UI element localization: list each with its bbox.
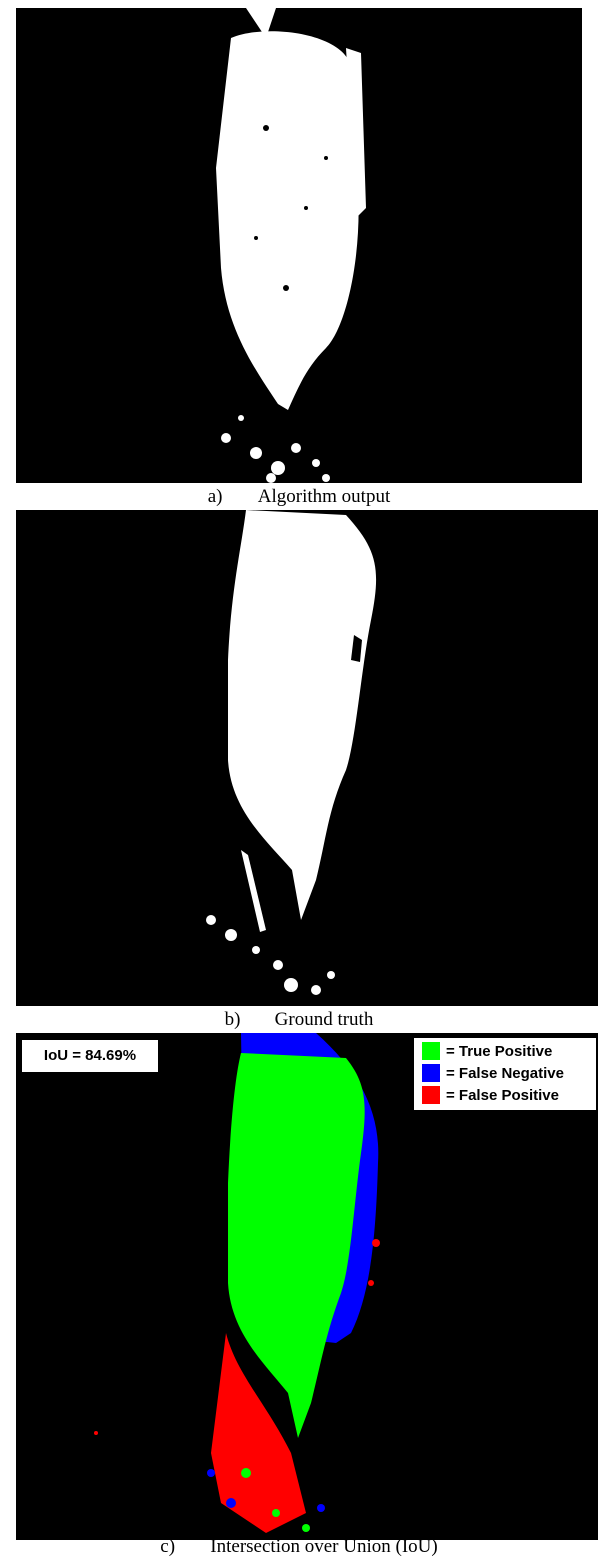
page: a)Algorithm output b)Ground truth IoU = … [0,0,598,1559]
panel-label: b) [225,1009,275,1031]
legend-text: = False Negative [446,1065,564,1082]
caption-text: Ground truth [275,1009,374,1030]
panel-label: a) [208,486,258,508]
legend-swatch [422,1042,440,1060]
legend-swatch [422,1064,440,1082]
algorithm-output-image [16,8,582,483]
panel-label: c) [160,1536,210,1558]
legend-entry: = False Positive [422,1084,596,1106]
caption-text: Intersection over Union (IoU) [210,1536,437,1557]
ground-truth-image [16,510,598,1006]
caption: b)Ground truth [0,1009,598,1031]
legend-entry: = False Negative [422,1062,596,1084]
legend-text: = True Positive [446,1043,552,1060]
iou-annotation: IoU = 84.69% [22,1040,158,1072]
legend-swatch [422,1086,440,1104]
legend-entry: = True Positive [422,1040,596,1062]
legend: = True Positive = False Negative = False… [414,1038,596,1110]
caption: c)Intersection over Union (IoU) [0,1536,598,1558]
caption: a)Algorithm output [0,486,598,508]
caption-text: Algorithm output [258,486,390,507]
legend-text: = False Positive [446,1087,559,1104]
